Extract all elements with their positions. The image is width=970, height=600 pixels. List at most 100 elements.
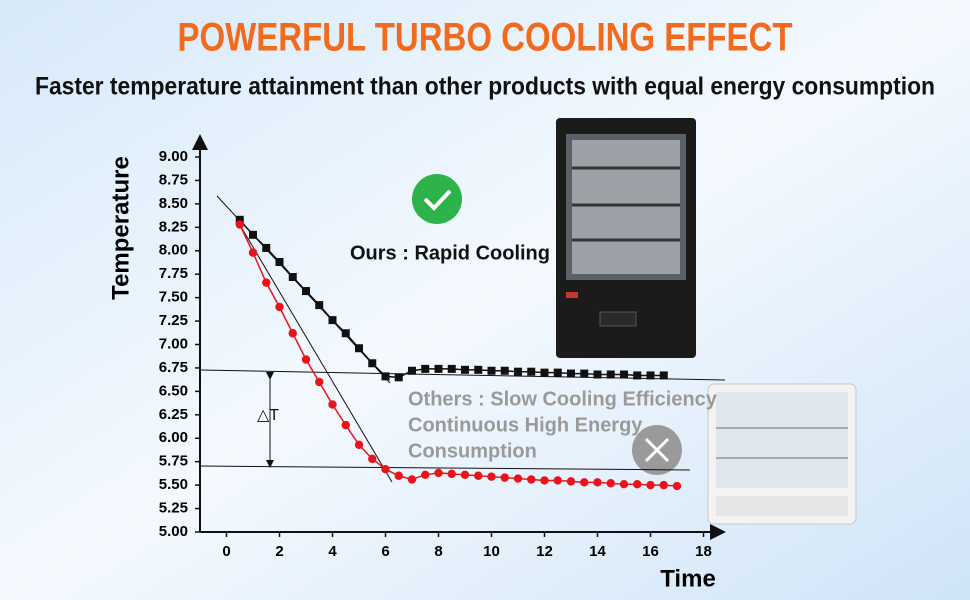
point [646, 480, 655, 490]
y-tick-label: 7.25 [159, 312, 188, 329]
point [328, 316, 337, 325]
cross-mark [644, 437, 670, 463]
point [408, 366, 416, 375]
annotation: Consumption [408, 440, 537, 462]
point [235, 215, 244, 224]
point [606, 370, 615, 379]
point [302, 287, 310, 296]
y-tick-label: 6.75 [159, 359, 188, 376]
point [500, 473, 509, 482]
point [235, 220, 244, 229]
x-tick-label: 2 [275, 543, 283, 560]
point [487, 366, 496, 375]
x-tick-label: 12 [536, 543, 553, 560]
point [447, 364, 456, 373]
point [275, 258, 284, 266]
point [434, 364, 443, 373]
point [262, 243, 271, 252]
point [540, 476, 549, 485]
series-line [239, 224, 678, 487]
y-tick-label: 5.50 [159, 476, 188, 493]
point [500, 366, 509, 375]
point [288, 273, 297, 281]
point [527, 475, 536, 484]
point [381, 464, 390, 474]
point [659, 480, 668, 490]
point [355, 344, 363, 353]
point [368, 454, 377, 464]
point [513, 474, 523, 483]
y-tick-label: 8.00 [159, 242, 188, 259]
y-tick-label: 8.50 [159, 195, 188, 212]
check-icon [412, 174, 462, 224]
y-tick-label: 5.75 [159, 453, 188, 470]
annotation: △T [257, 407, 279, 424]
point [381, 372, 390, 381]
point [580, 478, 589, 487]
x-tick-label: 10 [483, 543, 500, 560]
y-tick-label: 6.50 [159, 382, 188, 399]
point [580, 369, 589, 378]
point [328, 400, 337, 409]
y-tick-label: 5.00 [159, 523, 188, 540]
y-tick-label: 7.50 [159, 289, 188, 306]
point [553, 476, 562, 485]
point [421, 364, 430, 373]
point [434, 468, 443, 478]
y-tick-label: 7.00 [159, 335, 188, 352]
product-others [707, 383, 857, 525]
y-tick-label: 5.25 [159, 500, 188, 517]
annotation: Continuous High Energy [408, 414, 643, 436]
point [619, 479, 629, 489]
point [460, 470, 470, 480]
point [394, 373, 403, 382]
point [421, 470, 430, 480]
y-tick-label: 6.25 [159, 406, 188, 423]
point [288, 329, 297, 338]
x-tick-label: 4 [328, 543, 337, 560]
y-tick-label: 9.00 [159, 148, 188, 165]
point [301, 355, 311, 364]
x-tick-label: 6 [381, 543, 389, 560]
point [527, 367, 536, 376]
point [553, 368, 562, 377]
product-ours [556, 118, 696, 358]
point [354, 440, 364, 450]
check-mark [423, 189, 452, 211]
point [646, 371, 655, 380]
point [262, 278, 271, 287]
x-tick-label: 14 [589, 543, 606, 560]
point [249, 230, 257, 239]
annotation: Ours : Rapid Cooling [350, 242, 550, 264]
y-tick-label: 8.25 [159, 218, 188, 235]
point [341, 329, 350, 338]
point [593, 370, 602, 379]
point [394, 471, 403, 480]
point [633, 371, 642, 380]
y-axis-label: Temperature [107, 156, 134, 300]
x-tick-label: 8 [434, 543, 442, 560]
point [315, 301, 324, 310]
point [315, 377, 324, 387]
point [248, 248, 258, 257]
point [659, 371, 668, 380]
point [461, 365, 469, 374]
point [633, 479, 642, 489]
point [566, 477, 576, 486]
y-tick-label: 8.75 [159, 171, 188, 188]
point [672, 481, 682, 491]
x-tick-label: 16 [642, 543, 659, 560]
point [275, 302, 284, 312]
point [620, 370, 628, 379]
point [474, 471, 483, 480]
x-axis-label: Time [660, 565, 716, 592]
point [514, 367, 522, 376]
x-tick-label: 18 [695, 543, 712, 560]
point [368, 359, 377, 368]
point [606, 479, 615, 488]
point [474, 365, 483, 374]
y-tick-label: 6.00 [159, 429, 188, 446]
point [540, 368, 549, 377]
point [341, 420, 350, 430]
